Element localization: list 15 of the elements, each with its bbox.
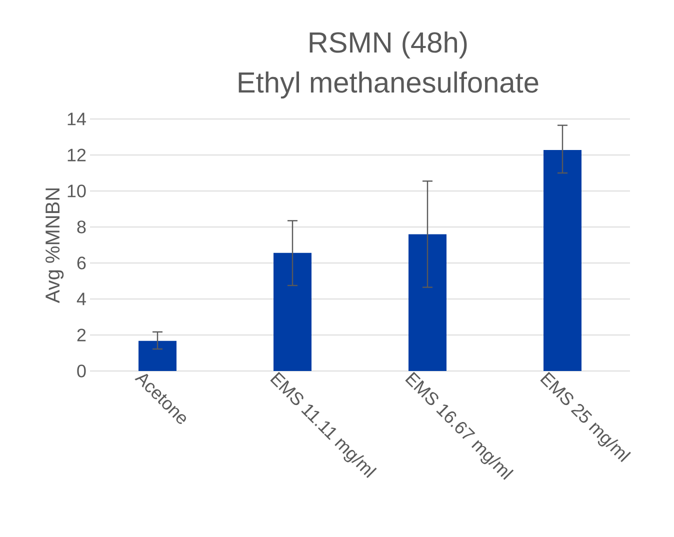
y-tick-label: 2: [77, 328, 86, 342]
bar: [274, 252, 312, 371]
y-tick-label: 14: [68, 112, 86, 126]
chart-subtitle: Ethyl methanesulfonate: [238, 71, 538, 99]
y-axis-title: Avg %MNBN: [46, 188, 64, 304]
y-tick-label: 4: [76, 292, 86, 306]
y-tick-label: 8: [77, 220, 86, 234]
bar: [138, 340, 177, 371]
bar: [544, 150, 582, 371]
bar: [408, 234, 447, 371]
y-tick-label: 6: [77, 256, 86, 270]
chart-title: RSMN (48h): [310, 31, 467, 58]
y-tick-label: 10: [68, 184, 86, 198]
y-tick-label: 12: [68, 148, 86, 162]
y-tick-label: 0: [77, 364, 86, 378]
